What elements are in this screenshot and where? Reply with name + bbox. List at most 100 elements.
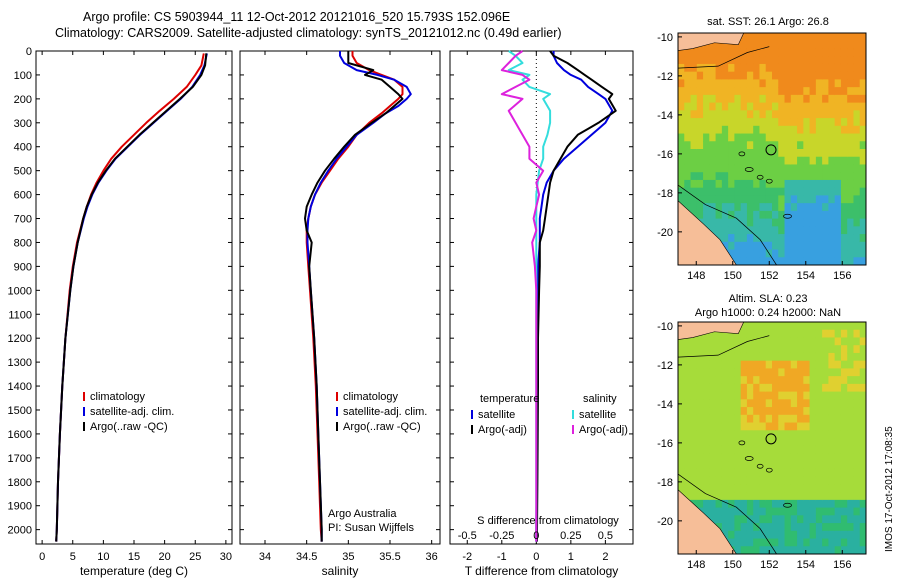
sla_map-cell — [797, 430, 804, 439]
sst_map-cell — [815, 249, 823, 258]
sst_map-cell — [759, 210, 767, 220]
sla_map-cell — [834, 453, 842, 462]
sla_map-cell — [797, 538, 804, 547]
sla_map-cell — [690, 438, 698, 447]
sst_map-cell — [734, 133, 742, 142]
sla_map-cell — [847, 322, 855, 331]
sst_map-cell — [803, 125, 811, 135]
sst_map-cell — [772, 241, 779, 251]
sst_map-cell — [778, 141, 786, 150]
sla_map-reef-outline — [756, 463, 764, 469]
sla_map-cell — [709, 476, 717, 485]
sla_map-cell — [797, 345, 804, 354]
sla_map-cell — [828, 414, 836, 424]
sst_map-cell — [822, 33, 829, 42]
sla_map-cell — [765, 383, 773, 393]
sst_map-cell — [753, 164, 761, 173]
sla_map-cell — [703, 345, 710, 354]
sla_map-cell — [797, 376, 804, 385]
sst_map-cell — [840, 249, 848, 258]
sla_map-cell — [859, 492, 866, 501]
sst_map-cell — [822, 149, 829, 158]
sla_map-cell — [790, 484, 798, 493]
sst_map-cell — [853, 218, 861, 227]
sst_map-cell — [728, 203, 735, 212]
sst_map-cell — [746, 48, 754, 57]
sla_map-cell — [746, 407, 754, 416]
sst_map-reef-outline — [765, 178, 773, 184]
sla_map-cell — [790, 430, 798, 439]
sla_map-cell — [684, 414, 692, 424]
sla_map-cell — [746, 530, 754, 540]
sla_map-cell — [828, 499, 836, 509]
sst_map-cell — [859, 63, 866, 73]
sst_map-cell — [759, 218, 767, 227]
sst_map-cell — [753, 125, 761, 135]
sla_map-cell — [828, 345, 836, 354]
sla_map-cell — [803, 476, 811, 485]
sla_map-cell — [709, 345, 717, 354]
sla_map-cell — [709, 445, 717, 455]
sla_map-cell — [797, 492, 804, 501]
sla_map-cell — [772, 546, 779, 554]
sla_map-cell — [809, 461, 817, 470]
sst_map-cell — [721, 110, 729, 119]
sst_map-cell — [847, 133, 855, 142]
sla_map-cell — [815, 399, 823, 408]
sla_map-cell — [709, 422, 717, 431]
sla_map-cell — [815, 530, 823, 540]
sla_map-cell — [746, 523, 754, 532]
sst_map-cell — [778, 187, 786, 196]
sst_map-cell — [859, 226, 866, 235]
sla_map-cell — [840, 530, 848, 540]
sst_map-cell — [834, 249, 842, 258]
sst_map-cell — [859, 110, 866, 119]
sla_map-cell — [765, 523, 773, 532]
sst_map-cell — [696, 141, 704, 150]
sla_map-cell — [815, 430, 823, 439]
sla_map-cell — [809, 391, 817, 400]
sla_map-cell — [815, 476, 823, 485]
sla_map-cell — [803, 546, 811, 554]
sst_map-cell — [797, 56, 804, 65]
sla_map-cell — [847, 368, 855, 377]
sst_map-cell — [809, 118, 817, 127]
sla_map-cell — [728, 453, 735, 462]
sla_map-cell — [859, 438, 866, 447]
sst_map-cell — [809, 149, 817, 158]
sla_map-cell — [815, 499, 823, 509]
sla_map-cell — [715, 515, 723, 524]
sst_map-cell — [753, 141, 761, 150]
sst_map-cell — [847, 195, 855, 204]
sst_map-cell — [828, 195, 836, 204]
sst_map-cell — [828, 33, 836, 42]
sla_map-cell — [709, 515, 717, 524]
sla_map-cell — [740, 538, 748, 547]
sla_map-cell — [809, 352, 817, 362]
sst_map-cell — [809, 234, 817, 243]
sst_map-cell — [815, 226, 823, 235]
sla_map-cell — [853, 468, 861, 478]
sst_map-cell — [847, 71, 855, 80]
sla_map-cell — [840, 399, 848, 408]
sla_map-cell — [734, 507, 742, 516]
sla_map-cell — [834, 523, 842, 532]
sst_map-cell — [847, 94, 855, 104]
sst_map-profile-marker — [765, 144, 777, 156]
sla_map-cell — [784, 430, 792, 439]
sst_map-cell — [809, 179, 817, 189]
sst_map-cell — [815, 257, 823, 265]
sla_map-cell — [746, 391, 754, 400]
sst_map-cell — [840, 203, 848, 212]
sst_map-cell — [690, 94, 698, 104]
sla_map-cell — [840, 499, 848, 509]
sla_map-cell — [840, 337, 848, 346]
sst_map-cell — [834, 125, 842, 135]
sst_map-cell — [853, 187, 861, 196]
sla_map-cell — [715, 345, 723, 354]
sst_map-cell — [740, 187, 748, 196]
sst_map-cell — [746, 87, 754, 96]
sst_map-cell — [728, 87, 735, 96]
sst_map-cell — [778, 195, 786, 204]
sst_map-cell — [828, 203, 836, 212]
